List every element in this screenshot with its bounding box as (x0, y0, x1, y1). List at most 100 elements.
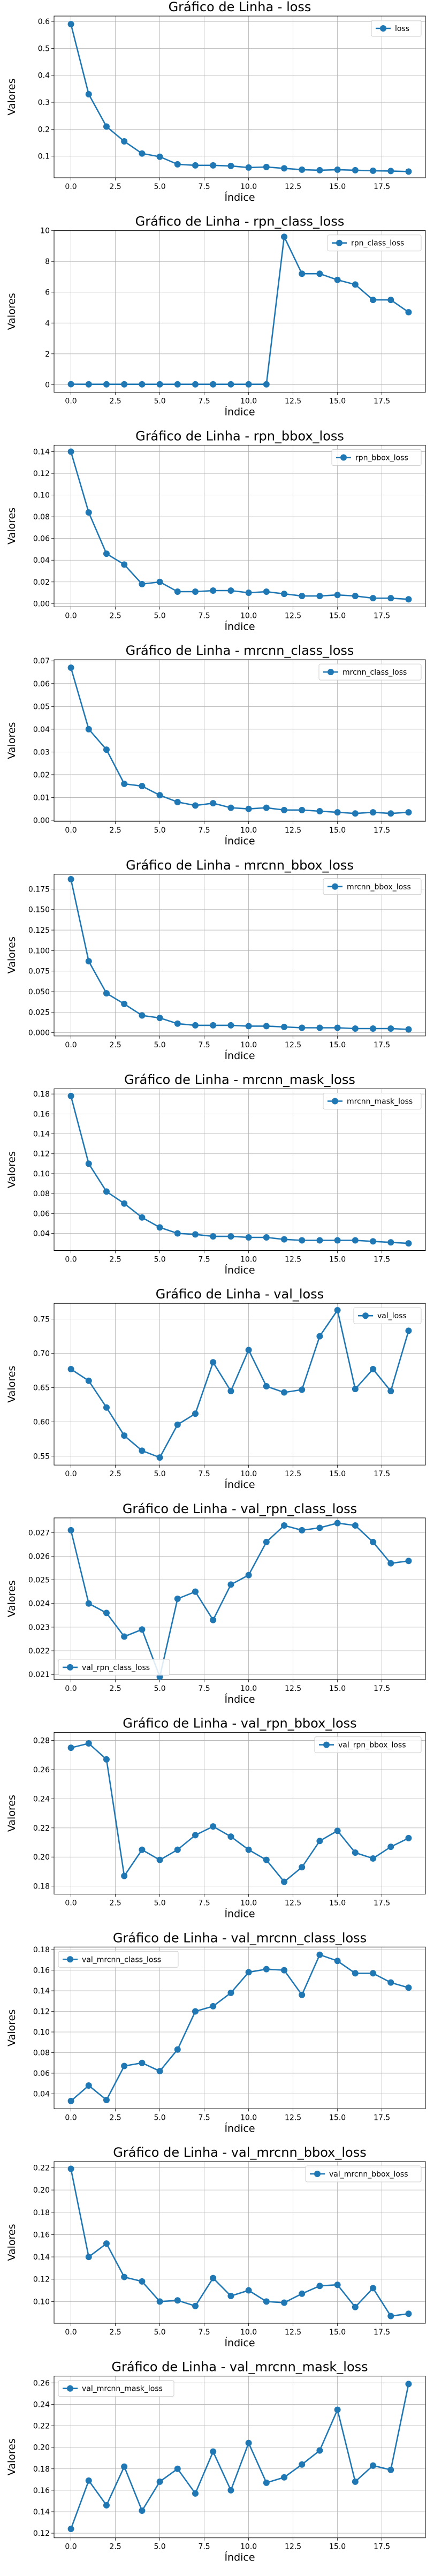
y-tick-label: 0.12 (33, 2008, 50, 2016)
legend-label: val_mrcnn_class_loss (82, 1955, 161, 1964)
data-point (263, 804, 270, 811)
data-point (139, 150, 146, 157)
legend-box (305, 2165, 422, 2182)
x-tick-label: 0.0 (65, 611, 77, 620)
data-point (387, 1560, 394, 1567)
data-point (405, 2381, 412, 2388)
y-tick-label: 0.050 (28, 988, 50, 996)
x-tick-label: 12.5 (285, 826, 301, 835)
data-point (85, 1377, 92, 1384)
chart-title: Gráfico de Linha - rpn_class_loss (135, 214, 345, 229)
data-point (67, 1366, 74, 1373)
y-tick-label: 0.12 (33, 1150, 50, 1159)
x-tick-label: 17.5 (374, 1899, 390, 1908)
legend-marker (328, 669, 334, 676)
x-tick-label: 7.5 (198, 2328, 210, 2337)
y-tick-label: 0.00 (33, 817, 50, 825)
y-tick-label: 0.75 (33, 1316, 50, 1324)
x-tick-label: 5.0 (154, 2328, 165, 2337)
legend-marker (362, 1312, 369, 1319)
data-point (281, 1967, 288, 1974)
data-point (299, 1527, 306, 1533)
data-point (352, 1237, 359, 1244)
x-axis-label: Índice (224, 2122, 255, 2134)
legend-box (318, 663, 422, 681)
data-point (174, 1020, 181, 1027)
data-point (67, 381, 74, 388)
data-point (192, 2302, 199, 2309)
x-tick-label: 15.0 (329, 397, 346, 406)
data-point (103, 381, 110, 388)
data-point (370, 2285, 377, 2292)
data-point (67, 21, 74, 28)
chart-panel: Gráfico de Linha - mrcnn_bbox_loss 0.0 2.5… (6, 858, 426, 1062)
x-tick-label: 2.5 (109, 397, 121, 406)
y-tick-label: 0.22 (33, 2422, 50, 2431)
y-axis-label: Valores (6, 1366, 18, 1403)
y-tick-label: 0.14 (33, 2253, 50, 2262)
y-tick-label: 0.26 (33, 1766, 50, 1774)
data-point (334, 1520, 341, 1527)
data-point (139, 783, 146, 790)
data-point (121, 1432, 128, 1439)
x-tick-label: 5.0 (154, 1041, 165, 1049)
y-tick-label: 0.55 (33, 1453, 50, 1461)
plot-area (54, 1089, 426, 1251)
legend-label: val_loss (377, 1312, 407, 1320)
chart-title: Gráfico de Linha - mrcnn_class_loss (126, 643, 354, 658)
y-tick-label: 0.01 (33, 794, 50, 802)
legend: mrcnn_class_loss (318, 663, 422, 681)
data-point (192, 2490, 199, 2497)
y-tick-label: 0.025 (28, 1576, 50, 1585)
x-axis-label: Índice (224, 1908, 255, 1920)
data-point (192, 2008, 199, 2015)
data-point (299, 1864, 306, 1871)
x-tick-label: 2.5 (109, 2328, 121, 2337)
legend-box (323, 878, 422, 895)
data-point (103, 550, 110, 557)
data-point (299, 806, 306, 813)
data-point (85, 726, 92, 732)
data-point (263, 1966, 270, 1973)
x-tick-label: 15.0 (329, 826, 346, 835)
chart-panel: Gráfico de Linha - val_rpn_bbox_loss 0.0 2… (6, 1716, 426, 1920)
x-tick-label: 0.0 (65, 397, 77, 406)
y-tick-label: 0.16 (33, 1110, 50, 1119)
data-point (387, 1387, 394, 1394)
data-point (387, 1025, 394, 1032)
data-point (352, 1522, 359, 1529)
series-line (71, 1742, 409, 1883)
y-tick-label: 0.12 (33, 2276, 50, 2284)
x-tick-label: 17.5 (374, 2113, 390, 2122)
data-point (387, 595, 394, 602)
data-point (174, 1846, 181, 1853)
data-point (316, 2447, 323, 2454)
plot-area (54, 1517, 426, 1680)
plot-area (54, 444, 426, 607)
x-tick-label: 0.0 (65, 2113, 77, 2122)
data-point (316, 167, 323, 173)
data-point (405, 309, 412, 316)
data-point (263, 1383, 270, 1390)
y-axis-label: Valores (6, 508, 18, 545)
data-point (227, 1022, 234, 1029)
plot-area (54, 2376, 426, 2539)
data-point (85, 1160, 92, 1167)
data-point (227, 804, 234, 811)
data-point (67, 1527, 74, 1533)
x-tick-label: 7.5 (198, 826, 210, 835)
x-tick-label: 15.0 (329, 183, 346, 191)
y-tick-label: 0.03 (33, 748, 50, 757)
data-point (210, 162, 217, 169)
legend-marker (340, 454, 347, 461)
x-tick-label: 0.0 (65, 1041, 77, 1049)
data-point (210, 2275, 217, 2282)
chart-title: Gráfico de Linha - rpn_bbox_loss (135, 428, 344, 443)
data-point (263, 1234, 270, 1241)
data-point (334, 1306, 341, 1313)
data-point (192, 802, 199, 809)
x-tick-label: 5.0 (154, 1684, 165, 1693)
chart-title: Gráfico de Linha - val_mrcnn_bbox_loss (113, 2145, 366, 2160)
data-point (387, 1979, 394, 1986)
data-point (192, 1410, 199, 1417)
